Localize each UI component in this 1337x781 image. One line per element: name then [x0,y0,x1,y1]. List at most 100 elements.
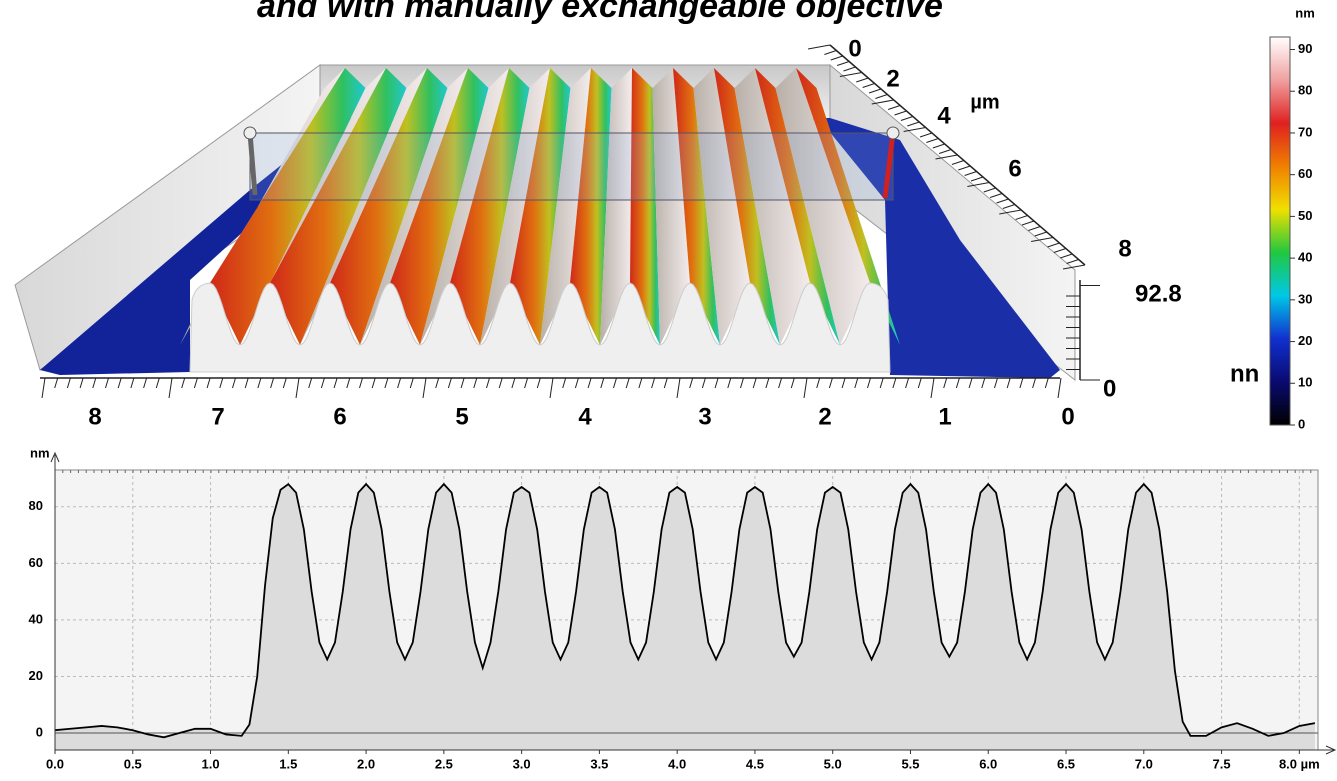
tick [562,377,567,389]
x-tick-label: 2.0 [357,756,375,771]
tick [1034,231,1047,237]
tick [333,377,338,389]
ridge-side [775,68,870,345]
tick [244,377,249,389]
tick [613,377,617,389]
tick [270,377,275,389]
tick [689,377,694,389]
tick [839,72,862,77]
tick [836,61,850,66]
tick [875,94,888,99]
ridge-side [630,68,660,345]
tick [232,377,236,389]
tick [117,377,122,389]
profile-line [54,482,1316,739]
tick [938,149,952,154]
tick [727,377,732,389]
tick [1057,377,1062,399]
x-tick-label: 1 [938,403,951,430]
tick [932,143,945,149]
tick [765,377,770,389]
tick [524,377,529,389]
tick [54,377,59,389]
tick [740,377,744,389]
colorbar-unit: nm [1295,5,1315,20]
tick [919,132,933,138]
tick [892,377,897,389]
tick [841,377,846,389]
ridge-side [300,68,427,345]
tick [1028,226,1041,231]
x-tick-label: 4.5 [746,756,764,771]
tick [1062,264,1086,270]
tick [1031,237,1054,242]
x-tick-label: 3 [698,403,711,430]
x-tick-label: 1.5 [279,756,297,771]
pin-head [886,126,900,140]
tick [193,377,198,389]
tick [574,377,579,389]
z-tick-label: 92.8 [1135,280,1182,307]
tick [816,377,821,389]
y-tick-label: 2 [886,65,899,92]
tick [926,138,939,143]
tick [435,377,440,389]
tick [257,377,262,389]
title: and with manually exchangeable objective [257,0,943,25]
colorbar-scale [1269,36,1291,426]
tick [981,377,986,389]
ridge-side [480,68,550,345]
tick [282,377,287,389]
pin [882,132,896,199]
surface-view: 8 7 6 5 4 3 2 1 0 0 2 4 6 8 µm 92.8 0 nn [14,35,1259,430]
tick [422,377,427,399]
x-tick-label: 1.0 [202,756,220,771]
x-tick-label: 2.5 [435,756,453,771]
ridge-side [360,68,468,345]
tick [638,377,643,389]
tick [168,377,173,399]
colorbar-tick-label: 30 [1298,291,1312,306]
tick [943,377,948,389]
tick [397,377,402,389]
ridge-side [420,68,509,345]
tick [473,377,478,389]
y-tick-label: 6 [1008,155,1021,182]
y-tick-label: 8 [1118,235,1131,262]
tick [824,50,837,55]
area [55,484,1315,750]
tick [66,377,71,389]
tick [955,377,960,389]
ridge-side [330,68,448,345]
tick [486,377,490,389]
x-tick-label: 4 [578,403,592,430]
tick [958,165,971,171]
tick [511,377,516,389]
tick [79,377,84,389]
tick [320,377,325,389]
tick [930,377,935,399]
tick [887,105,901,110]
z-tick-label: 0 [1103,375,1116,402]
tick [778,377,783,389]
y-tick-label: 4 [937,102,951,129]
tick [970,176,984,182]
tick [1044,377,1049,389]
x-tick-label: 6.5 [1057,756,1075,771]
tick [790,377,795,389]
tick [308,377,313,389]
tick [155,377,160,389]
tick [968,377,973,389]
tick [409,377,414,389]
colorbar-tick-label: 60 [1298,166,1312,181]
x-tick-label: 7 [211,403,224,430]
tick [843,66,856,72]
tick [967,182,990,187]
tick [143,377,148,389]
tick [130,377,135,389]
ridge-side [390,68,489,345]
ridge-side [693,68,750,345]
y-axis-label: nm [30,445,50,460]
tick [206,377,211,389]
